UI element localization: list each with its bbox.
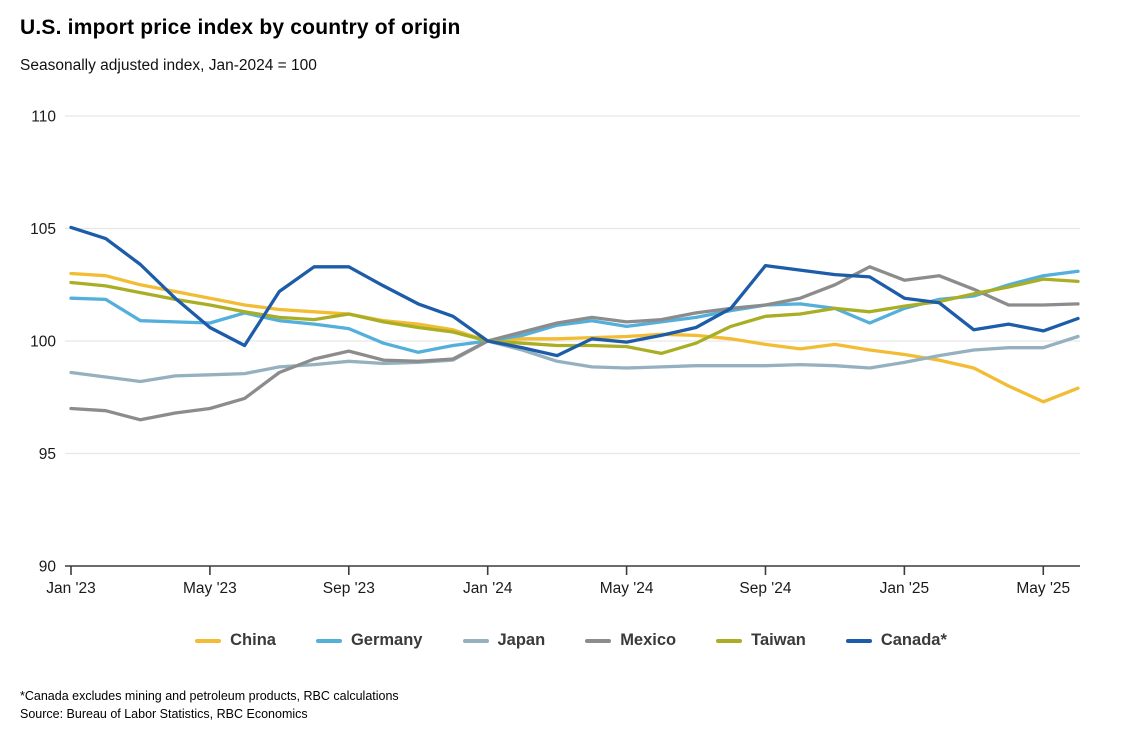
china-line-swatch-icon <box>195 638 222 643</box>
y-tick-label: 100 <box>30 334 56 351</box>
series-line-germany <box>69 269 1080 354</box>
y-tick-label: 95 <box>39 446 56 463</box>
japan-line-swatch-icon <box>462 638 489 643</box>
canada-line-swatch-icon <box>845 638 872 643</box>
y-tick-label: 105 <box>30 221 56 238</box>
legend-label-china: China <box>230 631 276 649</box>
legend-label-taiwan: Taiwan <box>751 631 806 649</box>
y-tick-label: 90 <box>39 559 57 576</box>
legend-item-mexico: Mexico <box>585 631 676 650</box>
x-tick-label: Jan '24 <box>463 580 513 597</box>
x-tick-label: Sep '23 <box>323 580 375 597</box>
y-tick-label: 110 <box>31 109 56 126</box>
legend-item-china: China <box>195 631 276 650</box>
x-tick-label: Sep '24 <box>739 580 791 597</box>
x-tick-label: May '23 <box>183 580 237 597</box>
legend-label-japan: Japan <box>497 631 546 649</box>
legend-item-taiwan: Taiwan <box>716 631 806 650</box>
series-line-china <box>69 271 1080 404</box>
taiwan-line-swatch-icon <box>716 638 743 643</box>
x-tick-label: Jan '25 <box>880 580 930 597</box>
footnote-canada: *Canada excludes mining and petroleum pr… <box>20 689 399 703</box>
legend: China Germany Japan Mexico Taiwan Canada… <box>0 631 1142 650</box>
legend-item-germany: Germany <box>315 631 423 650</box>
x-tick-label: Jan '23 <box>46 580 96 597</box>
series-line-taiwan <box>69 277 1080 356</box>
legend-item-japan: Japan <box>462 631 546 650</box>
footnote-source: Source: Bureau of Labor Statistics, RBC … <box>20 707 308 722</box>
series-line-japan <box>69 334 1080 384</box>
chart-subtitle: Seasonally adjusted index, Jan-2024 = 10… <box>20 57 317 74</box>
legend-label-canada: Canada* <box>880 631 947 649</box>
mexico-line-swatch-icon <box>585 638 612 643</box>
legend-label-germany: Germany <box>350 631 423 649</box>
page-title: U.S. import price index by country of or… <box>20 16 461 39</box>
legend-label-mexico: Mexico <box>620 631 677 649</box>
legend-item-canada: Canada* <box>845 631 947 650</box>
footnotes: *Canada excludes mining and petroleum pr… <box>20 687 399 723</box>
series-line-canada <box>69 225 1080 358</box>
series-line-mexico <box>69 265 1080 422</box>
line-chart: 110 105 100 95 90 Jan '23 May '23 Sep '23 Jan '2… <box>30 109 1080 597</box>
germany-line-swatch-icon <box>315 638 342 643</box>
x-tick-label: May '25 <box>1016 580 1070 597</box>
x-tick-label: May '24 <box>600 580 654 597</box>
